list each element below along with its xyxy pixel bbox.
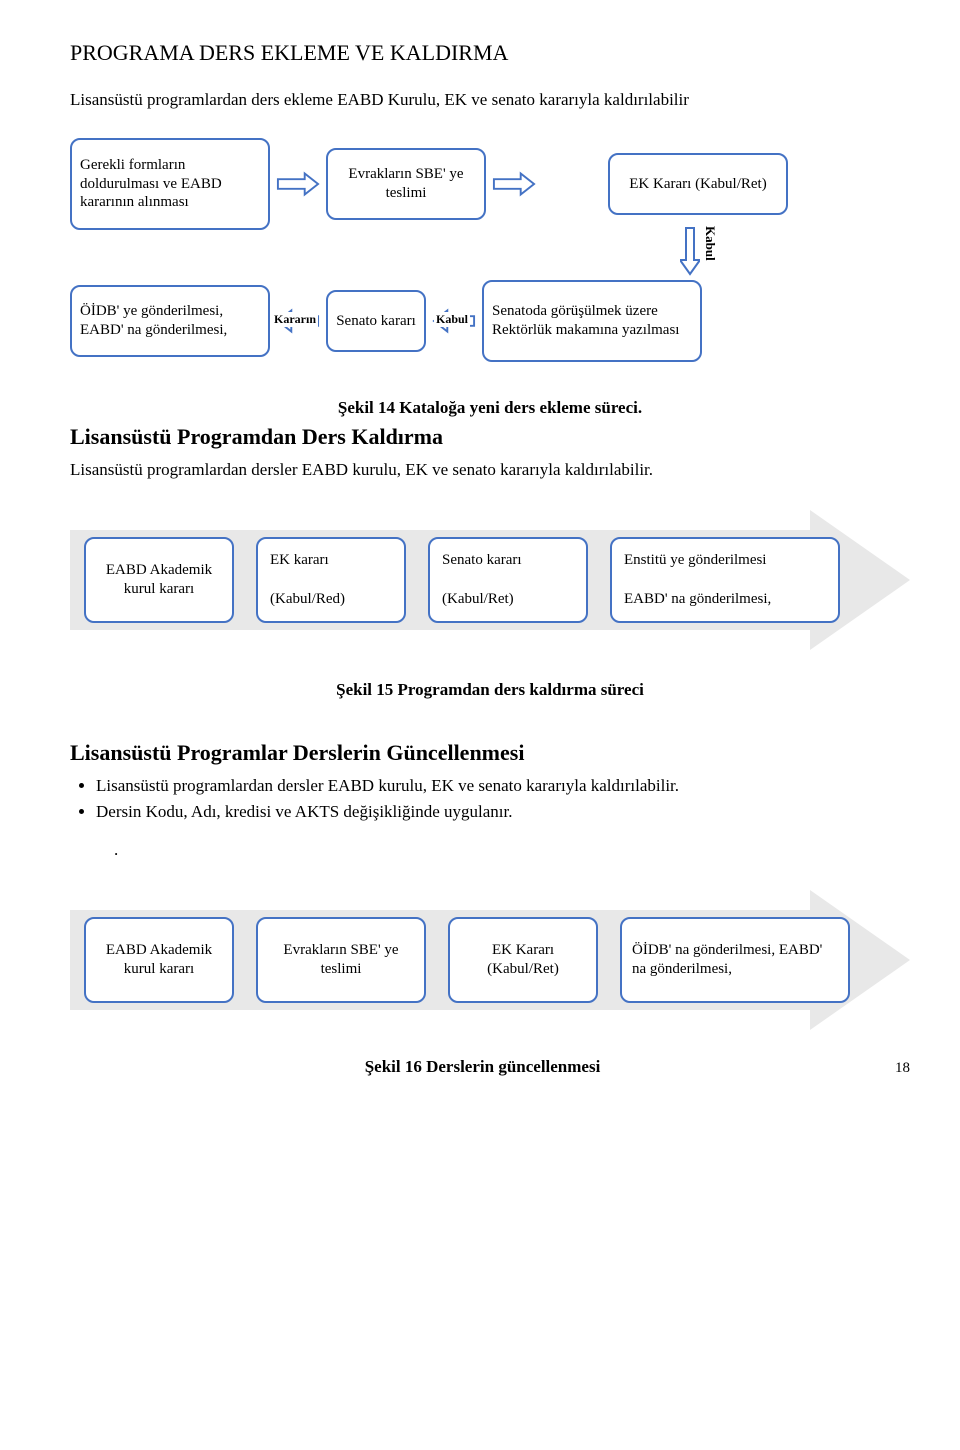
flow1-row2: ÖİDB' ye gönderilmesi, EABD' na gönderil… [70, 280, 910, 362]
figure16-caption: Şekil 16 Derslerin güncellenmesi [365, 1057, 601, 1076]
flow1-r2-box2: Senato kararı [326, 290, 426, 352]
flow2-b2-l2: (Kabul/Red) [270, 590, 345, 609]
flow2-box3: Senato kararı (Kabul/Ret) [428, 537, 588, 623]
flow3-box1: EABD Akademik kurul kararı [84, 917, 234, 1003]
flow3-box2: Evrakların SBE' ye teslimi [256, 917, 426, 1003]
arrow-left-icon: Kararın [276, 308, 320, 334]
section3-heading: Lisansüstü Programlar Derslerin Güncelle… [70, 740, 910, 766]
section3-bullets: Lisansüstü programlardan dersler EABD ku… [96, 776, 910, 822]
section2-heading: Lisansüstü Programdan Ders Kaldırma [70, 424, 910, 450]
page-title: PROGRAMA DERS EKLEME VE KALDIRMA [70, 40, 910, 66]
flow1-r1-box3: EK Kararı (Kabul/Ret) [608, 153, 788, 215]
arrow-right-icon [492, 171, 536, 197]
flow2-b3-l1: Senato kararı [442, 551, 522, 570]
flow2-box4: Enstitü ye gönderilmesi EABD' na gönderi… [610, 537, 840, 623]
flow1-row1: Gerekli formların doldurulması ve EABD k… [70, 138, 910, 230]
flow2: EABD Akademik kurul kararı EK kararı (Ka… [70, 510, 910, 650]
figure15-caption: Şekil 15 Programdan ders kaldırma süreci [70, 680, 910, 700]
flow2-box1: EABD Akademik kurul kararı [84, 537, 234, 623]
intro-text: Lisansüstü programlardan ders ekleme EAB… [70, 90, 910, 110]
flow2-b2-l1: EK kararı [270, 551, 329, 570]
figure14-caption: Şekil 14 Kataloğa yeni ders ekleme sürec… [70, 398, 910, 418]
flow2-box2: EK kararı (Kabul/Red) [256, 537, 406, 623]
flow1-r2-box1: ÖİDB' ye gönderilmesi, EABD' na gönderil… [70, 285, 270, 357]
flow3-box4: ÖİDB' na gönderilmesi, EABD' na gönderil… [620, 917, 850, 1003]
flow3-box3: EK Kararı (Kabul/Ret) [448, 917, 598, 1003]
list-item: Dersin Kodu, Adı, kredisi ve AKTS değişi… [96, 802, 910, 822]
kararin-label: Kararın [272, 312, 318, 327]
flow1-r2-box3: Senatoda görüşülmek üzere Rektörlük maka… [482, 280, 702, 362]
kabul-label: Kabul [434, 312, 470, 327]
section2-text: Lisansüstü programlardan dersler EABD ku… [70, 460, 910, 480]
kabul-vertical-label: Kabul [702, 226, 718, 261]
flow2-b3-l2: (Kabul/Ret) [442, 590, 514, 609]
list-item: Lisansüstü programlardan dersler EABD ku… [96, 776, 910, 796]
arrow-down-icon [680, 226, 700, 276]
flow2-b4-l1: Enstitü ye gönderilmesi [624, 551, 766, 570]
flow1-r1-box1: Gerekli formların doldurulması ve EABD k… [70, 138, 270, 230]
flow1-r1-box2: Evrakların SBE' ye teslimi [326, 148, 486, 220]
stray-dot: . [114, 840, 910, 860]
arrow-left-icon: Kabul [432, 308, 476, 334]
flow3: EABD Akademik kurul kararı Evrakların SB… [70, 890, 910, 1030]
arrow-right-icon [276, 171, 320, 197]
flow2-b4-l2: EABD' na gönderilmesi, [624, 590, 771, 609]
page-number: 18 [895, 1060, 910, 1077]
